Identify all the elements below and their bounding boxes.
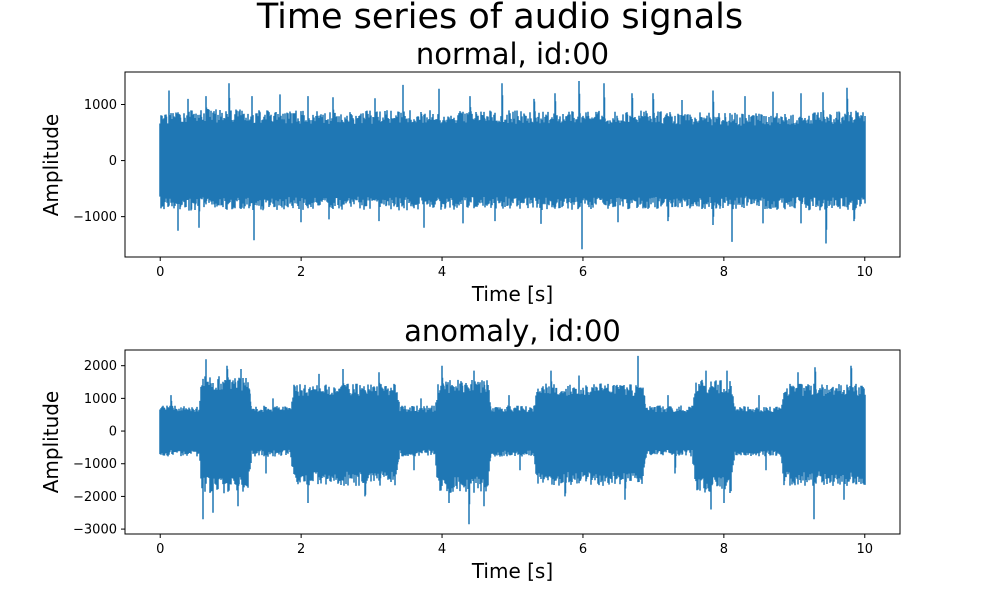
x-tick-label: 10	[856, 542, 873, 557]
x-tick-label: 0	[156, 265, 164, 280]
x-tick-label: 6	[579, 542, 587, 557]
x-tick-label: 0	[156, 542, 164, 557]
signal-line-normal	[159, 81, 866, 250]
subplot-title-anomaly: anomaly, id:00	[404, 314, 621, 348]
x-tick-label: 4	[438, 542, 446, 557]
plot-area-normal	[124, 71, 901, 258]
subplot-normal: normal, id:00 0 2 4 6 8 10 −1000 0 1000 Time [s]…	[39, 37, 901, 306]
y-tick-label: 0	[109, 154, 117, 169]
axes-frame	[124, 71, 901, 258]
y-axis-label-normal: Amplitude	[39, 114, 63, 217]
y-tick-label: 1000	[84, 98, 117, 113]
x-tick-label: 8	[720, 542, 728, 557]
x-tick-label: 4	[438, 265, 446, 280]
x-tick-label: 8	[720, 265, 728, 280]
y-tick-label: −1000	[73, 210, 117, 225]
subplot-title-normal: normal, id:00	[416, 37, 609, 71]
signal-line-anomaly	[159, 355, 866, 525]
subplot-anomaly: anomaly, id:00 0 2 4 6 8 10 −3000 −2000 −1000 0 10…	[39, 314, 901, 583]
ticks-normal: 0 2 4 6 8 10 −1000 0 1000	[73, 98, 873, 280]
y-tick-label: −1000	[73, 457, 117, 472]
ticks-anomaly: 0 2 4 6 8 10 −3000 −2000 −1000 0 1000 2000	[73, 359, 873, 557]
x-tick-label: 6	[579, 265, 587, 280]
axes-frame	[124, 349, 901, 535]
y-tick-label: −2000	[73, 490, 117, 505]
y-tick-label: 1000	[84, 392, 117, 407]
y-tick-label: −3000	[73, 523, 117, 538]
y-axis-label-anomaly: Amplitude	[39, 391, 63, 494]
x-axis-label-anomaly: Time [s]	[471, 559, 553, 583]
y-tick-label: 2000	[84, 359, 117, 374]
y-tick-label: 0	[109, 425, 117, 440]
x-tick-label: 2	[297, 265, 305, 280]
figure-title: Time series of audio signals	[256, 0, 743, 37]
x-axis-label-normal: Time [s]	[471, 282, 553, 306]
plot-area-anomaly	[124, 349, 901, 535]
x-tick-label: 10	[856, 265, 873, 280]
x-tick-label: 2	[297, 542, 305, 557]
